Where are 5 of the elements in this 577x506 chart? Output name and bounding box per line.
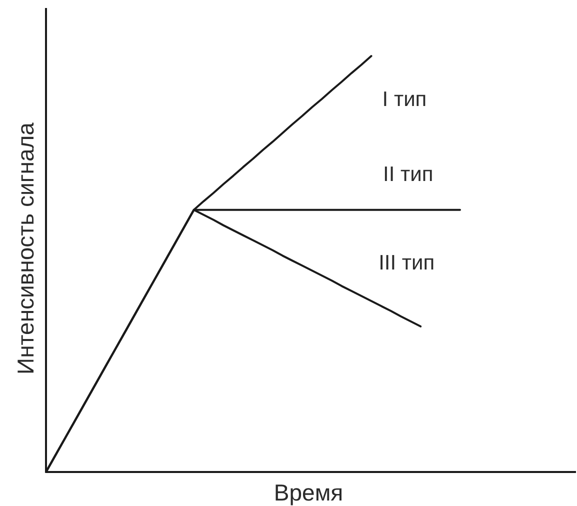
series-label: III тип [378,251,435,274]
series-label: I тип [382,88,427,111]
x-axis-title: Время [274,480,344,506]
y-axis-title: Интенсивность сигнала [12,122,38,374]
series-label: II тип [383,162,434,186]
